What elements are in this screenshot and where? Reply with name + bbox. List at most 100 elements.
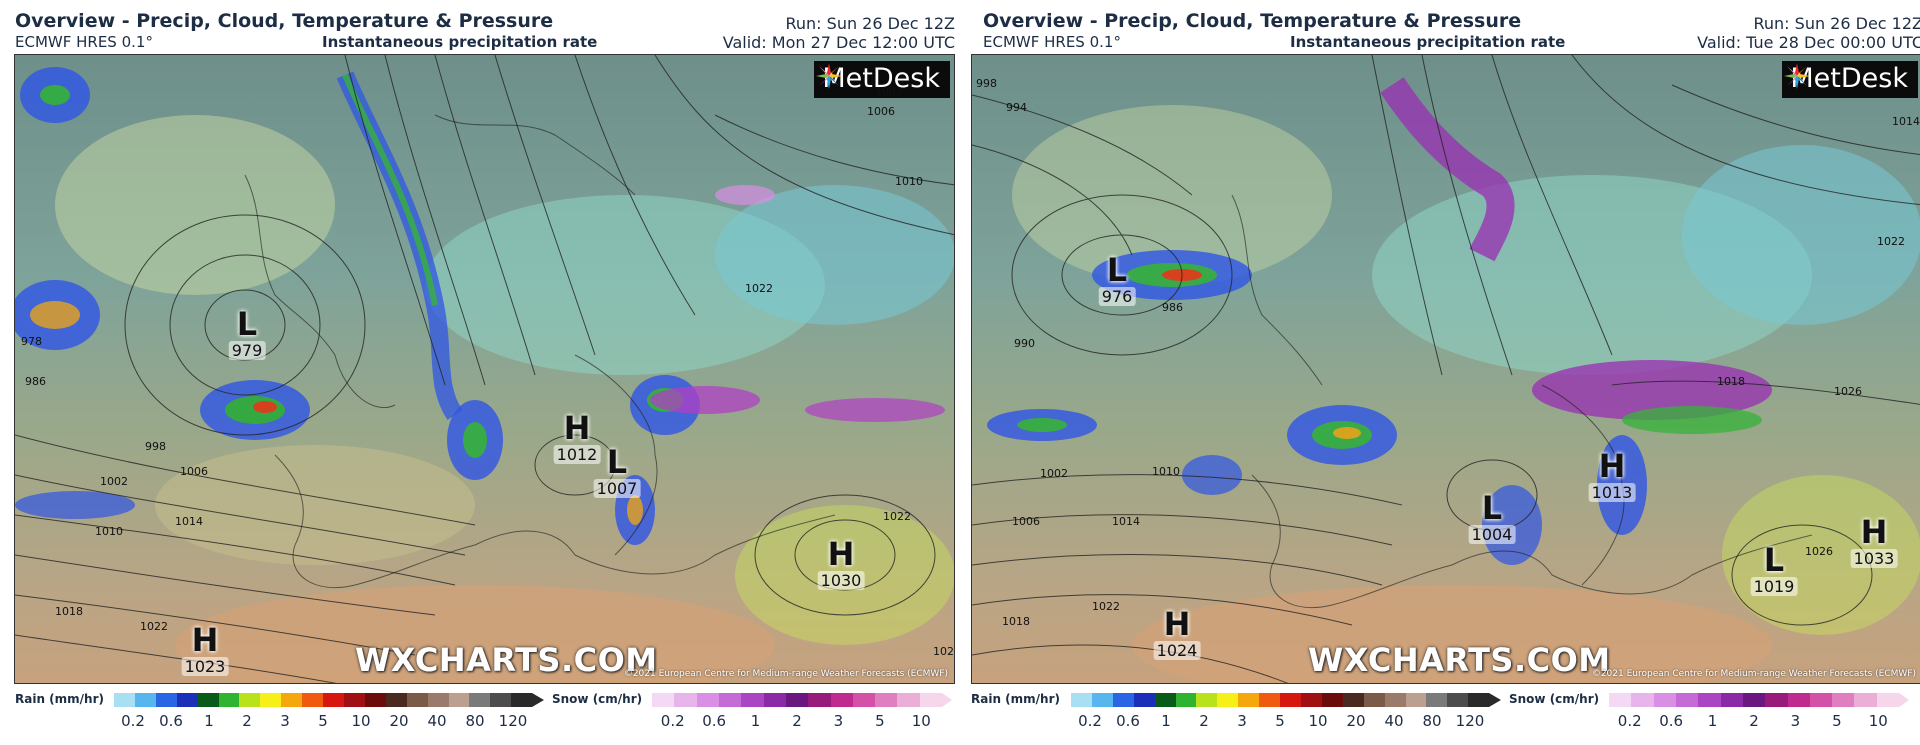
weather-map[interactable]: MetDesk L 979 H 1012 L 1007 H 1030 H 102… <box>14 54 955 684</box>
colorbar-swatch <box>385 693 407 707</box>
wxcharts-watermark: WXCHARTS.COM <box>355 641 658 679</box>
snow-colorbar-arrow <box>1899 693 1909 707</box>
pressure-center-type: H <box>1598 447 1626 485</box>
pressure-center-value: 1033 <box>1850 549 1898 568</box>
weather-map[interactable]: MetDesk L 976 H 1013 L 1004 H 1033 L 101… <box>971 54 1920 684</box>
colorbar-swatch <box>1426 693 1448 707</box>
pressure-center-type: H <box>827 535 855 573</box>
colorbar-swatch <box>1133 693 1155 707</box>
legend-tick-label: 0.6 <box>1116 712 1140 730</box>
colorbar-swatch <box>1631 693 1654 707</box>
colorbar-swatch <box>281 693 303 707</box>
colorbar-swatch <box>808 693 831 707</box>
colorbar-swatch <box>1217 693 1239 707</box>
colorbar-swatch <box>1832 693 1855 707</box>
snow-ticks: 0.2 0.6 1 2 3 5 10 <box>1609 712 1899 732</box>
colorbar-swatch <box>1787 693 1810 707</box>
pressure-center-type: H <box>563 409 591 447</box>
colorbar-swatch <box>155 693 177 707</box>
pressure-center-value: 1024 <box>1153 641 1201 660</box>
pressure-center-value: 1023 <box>181 657 229 676</box>
colorbar-swatch <box>1196 693 1218 707</box>
legend-tick-label: 10 <box>351 712 371 730</box>
colorbar-swatch <box>1468 693 1490 707</box>
legend-tick-label: 40 <box>1384 712 1404 730</box>
legend-tick-label: 0.2 <box>1078 712 1102 730</box>
pressure-center-type: L <box>236 305 258 343</box>
colorbar-swatch <box>1765 693 1788 707</box>
pressure-center: H 1033 <box>1850 513 1898 568</box>
legend-tick-label: 1 <box>1161 712 1171 730</box>
pressure-center-type: L <box>606 443 628 481</box>
colorbar-swatch <box>1112 693 1134 707</box>
legend-tick-label: 1 <box>1707 712 1718 730</box>
colorbar-swatch <box>1720 693 1743 707</box>
colorbar-swatch <box>511 693 533 707</box>
colorbar-swatch <box>1071 693 1092 707</box>
product-label: Instantaneous precipitation rate <box>1290 33 1566 51</box>
pressure-center: L 976 <box>1098 251 1136 306</box>
copyright-notice: ©2021 European Centre for Medium-range W… <box>1591 669 1916 679</box>
colorbar-swatch <box>1280 693 1301 707</box>
forecast-panel-right: Overview - Precip, Cloud, Temperature & … <box>968 0 1920 745</box>
legend-tick-label: 20 <box>1346 712 1366 730</box>
colorbar-swatch <box>1321 693 1343 707</box>
pressure-center-type: L <box>1106 251 1128 289</box>
legend-tick-label: 5 <box>1832 712 1842 730</box>
legend-tick-label: 1 <box>204 712 214 730</box>
legend-tick-label: 2 <box>1749 712 1759 730</box>
colorbar-swatch <box>763 693 786 707</box>
legend-tick-label: 120 <box>1455 712 1485 730</box>
rain-legend-title: Rain (mm/hr) <box>15 692 104 706</box>
colorbar-swatch <box>490 693 512 707</box>
colorbar-swatch <box>830 693 853 707</box>
pressure-center: H 1013 <box>1588 447 1636 502</box>
metdesk-logo-text: MetDesk <box>822 63 940 94</box>
metdesk-logo: MetDesk <box>1782 61 1918 98</box>
legend-tick-label: 1 <box>750 712 761 730</box>
colorbar-swatch <box>406 693 428 707</box>
snow-colorbar <box>1609 693 1900 707</box>
legend-right: Rain (mm/hr) 0.2 0.6 1 2 3 5 10 20 40 80 120 Snow … <box>968 690 1920 740</box>
pressure-center-type: H <box>1860 513 1888 551</box>
valid-time: Valid: Mon 27 Dec 12:00 UTC <box>722 33 955 52</box>
colorbar-swatch <box>134 693 156 707</box>
legend-tick-label: 3 <box>1237 712 1247 730</box>
rain-legend-title: Rain (mm/hr) <box>971 692 1060 706</box>
colorbar-swatch <box>1259 693 1281 707</box>
map-layer <box>15 55 954 683</box>
colorbar-swatch <box>218 693 240 707</box>
snow-colorbar <box>652 693 943 707</box>
colorbar-swatch <box>197 693 219 707</box>
metdesk-logo-text: MetDesk <box>1790 63 1908 94</box>
metdesk-logo: MetDesk <box>814 61 950 98</box>
legend-tick-label: 2 <box>242 712 252 730</box>
colorbar-swatch <box>448 693 470 707</box>
colorbar-swatch <box>1154 693 1176 707</box>
pressure-center-type: L <box>1481 489 1503 527</box>
rain-colorbar-arrow <box>532 693 544 707</box>
pressure-center-type: L <box>1763 541 1785 579</box>
pressure-center-value: 976 <box>1098 287 1136 306</box>
pressure-center-type: H <box>191 621 219 659</box>
colorbar-swatch <box>323 693 344 707</box>
colorbar-swatch <box>1742 693 1766 707</box>
pressure-center: L 1019 <box>1750 541 1798 596</box>
legend-tick-label: 10 <box>911 712 931 730</box>
legend-tick-label: 5 <box>318 712 328 730</box>
model-label: ECMWF HRES 0.1° <box>15 33 153 51</box>
pressure-center-value: 1019 <box>1750 577 1798 596</box>
colorbar-swatch <box>343 693 365 707</box>
legend-tick-label: 0.6 <box>702 712 727 730</box>
colorbar-swatch <box>1809 693 1833 707</box>
legend-tick-label: 5 <box>875 712 885 730</box>
colorbar-swatch <box>1363 693 1385 707</box>
snow-legend-title: Snow (cm/hr) <box>1509 692 1600 706</box>
legend-left: Rain (mm/hr) 0.2 0.6 1 2 3 5 10 20 40 80 120 Snow … <box>0 690 955 740</box>
snow-ticks: 0.2 0.6 1 2 3 5 10 <box>652 712 942 732</box>
wxcharts-watermark: WXCHARTS.COM <box>1308 641 1611 679</box>
legend-tick-label: 2 <box>1199 712 1209 730</box>
pressure-center: H 1030 <box>817 535 865 590</box>
chart-title: Overview - Precip, Cloud, Temperature & … <box>983 10 1522 32</box>
metdesk-logo-icon <box>1784 63 1811 89</box>
